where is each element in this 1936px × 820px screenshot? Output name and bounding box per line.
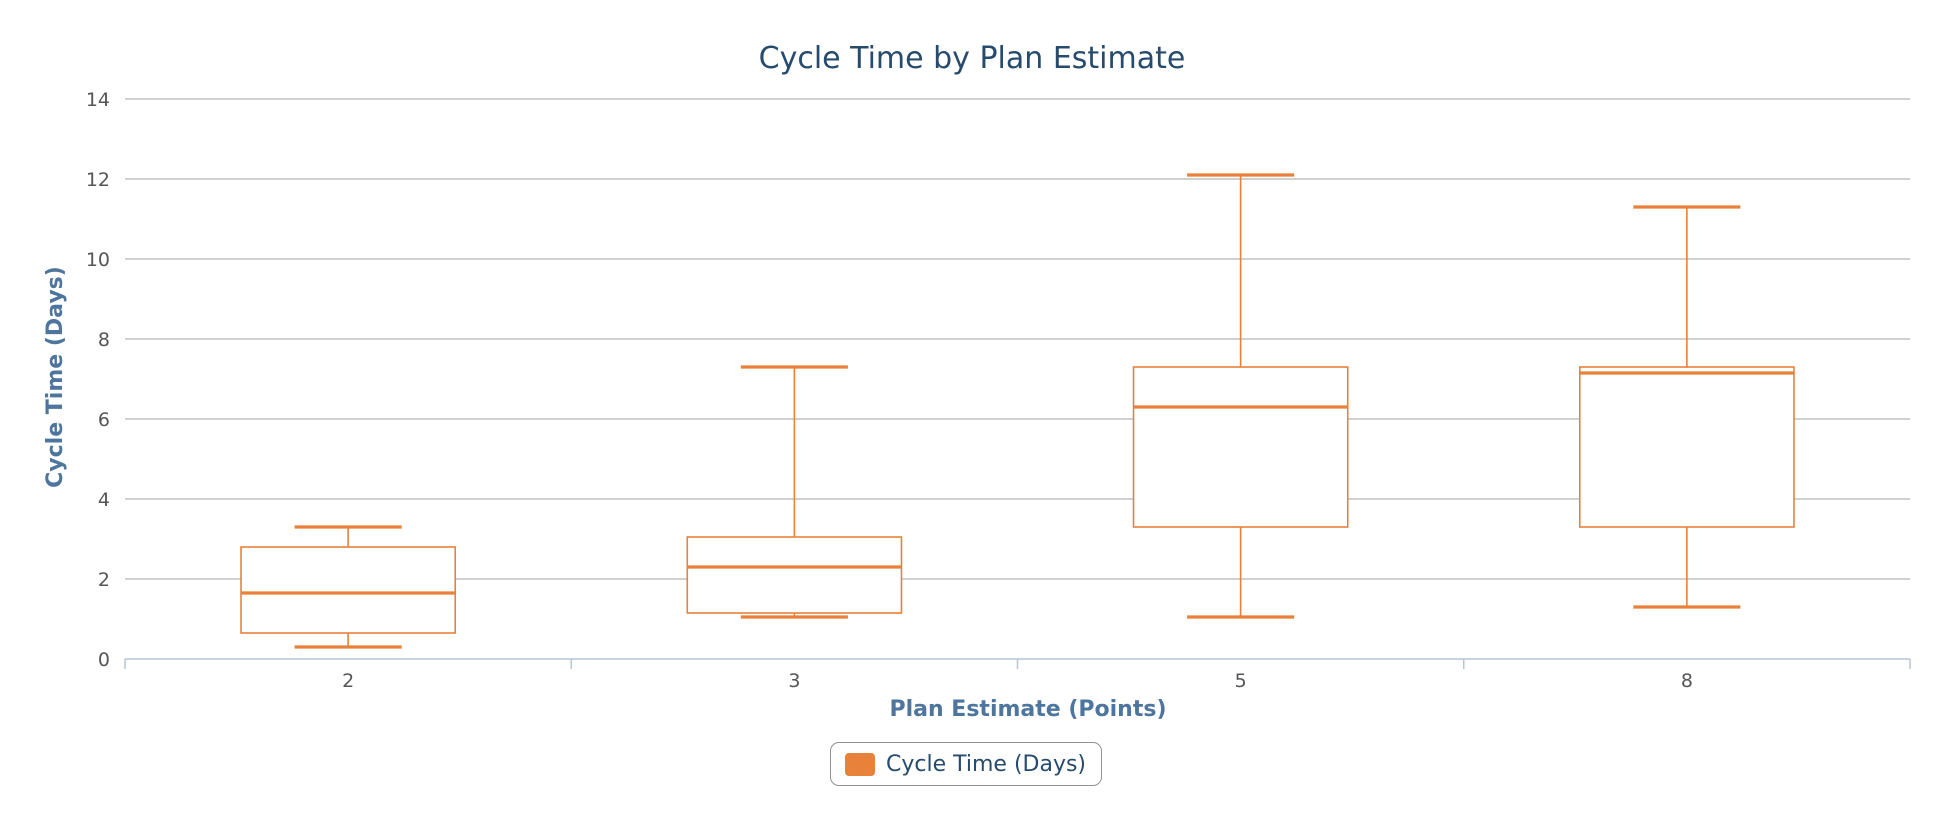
- y-tick-label: 2: [98, 569, 110, 591]
- box-3: [686, 365, 903, 619]
- legend[interactable]: Cycle Time (Days): [830, 742, 1103, 786]
- box-2: [240, 525, 457, 649]
- x-tick-label: 5: [1235, 670, 1247, 692]
- box-series: [240, 173, 1795, 649]
- legend-label: Cycle Time (Days): [886, 751, 1087, 777]
- x-tick-label: 2: [342, 670, 354, 692]
- chart-title: Cycle Time by Plan Estimate: [759, 41, 1186, 76]
- y-tick-label: 12: [86, 169, 110, 191]
- y-tick-label: 10: [86, 249, 110, 271]
- x-axis-title: Plan Estimate (Points): [889, 697, 1166, 722]
- y-tick-label: 6: [98, 409, 110, 431]
- legend-swatch: [845, 752, 875, 776]
- x-tick-label: 8: [1681, 670, 1693, 692]
- iqr-box: [1578, 366, 1795, 528]
- y-axis-tick-labels: 0 2 4 6 8 10 12 14: [86, 89, 110, 671]
- y-tick-label: 4: [98, 489, 110, 511]
- y-gridlines: [125, 98, 1910, 580]
- x-tick-label: 3: [788, 670, 800, 692]
- x-axis: 2 3 5 8: [124, 658, 1911, 692]
- y-tick-label: 8: [98, 329, 110, 351]
- iqr-box: [1132, 366, 1349, 528]
- iqr-box: [240, 546, 457, 634]
- y-axis-title: Cycle Time (Days): [43, 266, 68, 488]
- box-5: [1132, 173, 1349, 619]
- iqr-box: [686, 536, 903, 614]
- box-8: [1578, 205, 1795, 609]
- y-tick-label: 14: [86, 89, 110, 111]
- y-tick-label: 0: [98, 649, 110, 671]
